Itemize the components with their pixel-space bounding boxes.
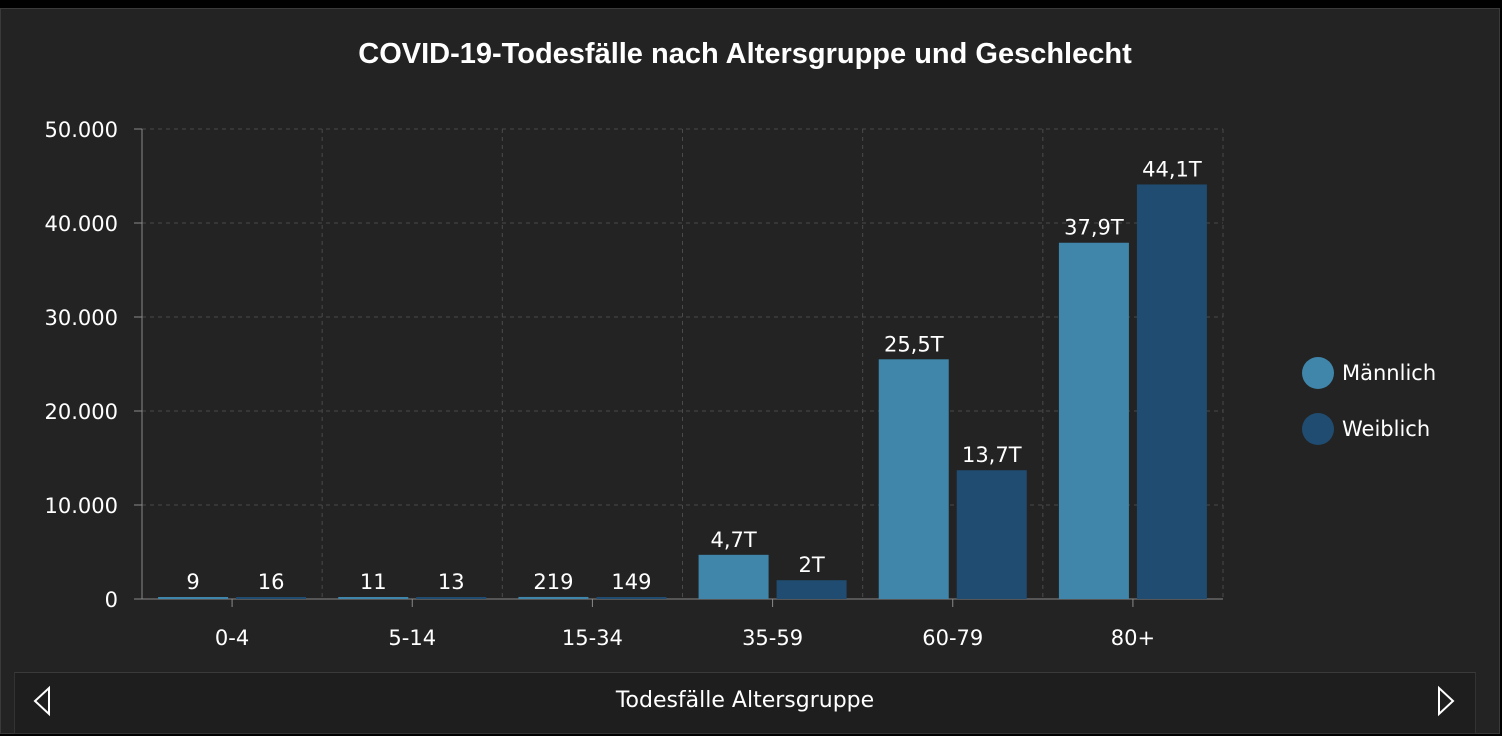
axes [134,128,1223,607]
legend-label: Männlich [1342,361,1437,385]
data-label: 13,7T [962,443,1022,467]
data-label: 37,9T [1064,216,1124,240]
x-tick-label: 5-14 [388,626,436,650]
legend: Männlich Weiblich [1302,356,1436,468]
triangle-right-icon[interactable] [1430,684,1460,718]
data-label: 25,5T [884,332,944,356]
data-label: 2T [798,553,824,577]
legend-swatch-weiblich [1302,413,1334,445]
y-tick-label: 30.000 [45,306,118,330]
bar-maennlich[interactable] [698,554,769,599]
y-tick-label: 50.000 [45,118,118,142]
triangle-left-icon[interactable] [28,684,58,718]
bar-maennlich[interactable] [1058,242,1129,600]
x-tick-label: 0-4 [215,626,249,650]
legend-item-weiblich[interactable]: Weiblich [1302,412,1436,446]
data-labels: 9 16 11 13 219 149 4,7T 2T 25,5T 13,7T 37,9T 44,1T [186,157,1201,594]
x-tick-labels: 0-4 5-14 15-34 35-59 60-79 80+ [215,626,1155,650]
bar-weiblich[interactable] [416,597,487,599]
legend-swatch-maennlich [1302,357,1334,389]
x-tick-label: 15-34 [562,626,623,650]
bar-weiblich[interactable] [596,597,667,599]
grid-lines [142,128,1224,599]
y-tick-label: 40.000 [45,212,118,236]
bars [158,184,1207,600]
data-label: 149 [611,570,651,594]
data-label: 9 [186,570,199,594]
x-tick-label: 80+ [1111,626,1155,650]
y-tick-labels: 0 10.000 20.000 30.000 40.000 50.000 [45,118,118,612]
legend-label: Weiblich [1342,417,1431,441]
bar-weiblich[interactable] [1136,184,1207,599]
x-tick-label: 60-79 [922,626,983,650]
y-tick-label: 0 [105,588,118,612]
bar-weiblich[interactable] [956,470,1027,599]
data-label: 4,7T [710,528,756,552]
bar-maennlich[interactable] [158,597,229,599]
bar-maennlich[interactable] [878,359,949,599]
data-label: 11 [360,570,387,594]
data-label: 13 [438,570,465,594]
y-tick-label: 20.000 [45,400,118,424]
bar-weiblich[interactable] [236,597,307,599]
data-label: 219 [533,570,573,594]
y-tick-label: 10.000 [45,494,118,518]
footer-bar [14,672,1476,734]
bar-maennlich[interactable] [518,596,589,599]
x-axis-title: Todesfälle Altersgruppe [615,688,875,713]
bar-weiblich[interactable] [776,580,847,599]
x-tick-label: 35-59 [742,626,803,650]
chart-title: COVID-19-Todesfälle nach Altersgruppe un… [358,38,1132,70]
data-label: 16 [258,570,285,594]
bar-maennlich[interactable] [338,597,409,599]
legend-item-maennlich[interactable]: Männlich [1302,356,1436,390]
data-label: 44,1T [1142,157,1202,181]
